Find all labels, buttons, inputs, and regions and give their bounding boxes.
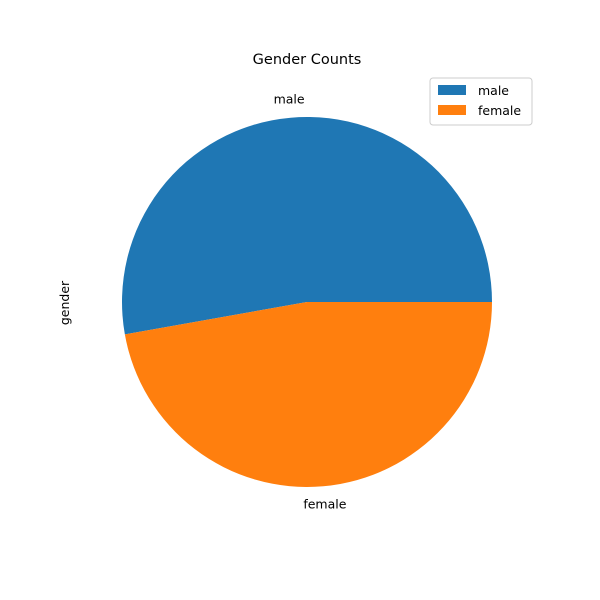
y-axis-label: gender [57, 280, 72, 325]
chart-title: Gender Counts [253, 52, 362, 68]
pie-slice-labels: male female [274, 91, 347, 511]
legend-swatch-male [438, 85, 466, 95]
slice-label-female: female [303, 497, 346, 512]
pie-slice-male [122, 116, 493, 335]
pie-slices [122, 116, 493, 487]
legend: male female [429, 77, 533, 126]
legend-label-female: female [478, 103, 521, 118]
legend-swatch-female [438, 105, 466, 115]
legend-label-male: male [478, 83, 509, 98]
legend-entries: male female [438, 83, 521, 118]
slice-label-male: male [274, 91, 305, 106]
pie-slice-female [124, 302, 493, 487]
